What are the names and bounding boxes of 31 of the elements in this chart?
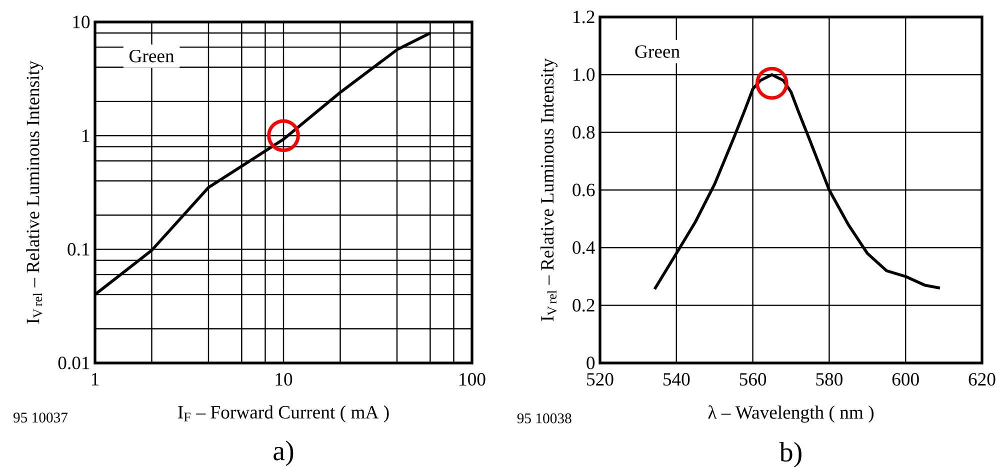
text: a) bbox=[274, 440, 294, 466]
y-tick-label: 0.1 bbox=[68, 242, 90, 256]
x-tick-label: 520 bbox=[587, 373, 614, 386]
x-tick-label: 100 bbox=[460, 373, 486, 386]
x-axis-title: I$_{F}$ – Forward Current ( mA ) bbox=[178, 405, 389, 422]
y-tick-label: 0.4 bbox=[572, 241, 596, 254]
x-tick-label: 600 bbox=[892, 373, 919, 386]
text: 95 10038 bbox=[517, 413, 572, 424]
annotation: Green bbox=[635, 45, 680, 58]
y-axis-title: $\mathrm{I}_{\mathrm{V\,rel}}\mbox{ – Relative Luminous Intensity}$ bbox=[26, 60, 44, 324]
y-tick-label: 0.01 bbox=[58, 356, 90, 370]
y-tick-label: 0.8 bbox=[572, 126, 595, 139]
x-tick-label: 580 bbox=[816, 373, 842, 386]
x-tick-label: 1 bbox=[92, 373, 99, 386]
y-tick-label: 1 bbox=[82, 129, 90, 142]
y-tick-label: 1.2 bbox=[574, 10, 594, 24]
y-tick-label: 0.2 bbox=[572, 298, 594, 312]
text: b) bbox=[779, 442, 802, 468]
y-axis-title: $\mathrm{I}_{\mathrm{V\,rel}}\mbox{ – Relative Luminous Intensity}$ bbox=[540, 58, 558, 322]
line-series bbox=[653, 73, 942, 291]
x-tick-label: 620 bbox=[968, 373, 996, 386]
y-tick-label: 1.0 bbox=[574, 68, 595, 82]
x-tick-label: 540 bbox=[663, 373, 690, 386]
y-tick-label: 10 bbox=[73, 16, 90, 28]
y-tick-label: 0 bbox=[586, 356, 595, 370]
x-tick-label: 560 bbox=[740, 373, 766, 386]
text: 95 10037 bbox=[13, 412, 68, 422]
y-tick-label: 0.6 bbox=[572, 184, 595, 196]
x-axis-title: λ – Wavelength ( nm ) bbox=[708, 405, 874, 423]
x-tick-label: 10 bbox=[276, 373, 292, 386]
annotation: Green bbox=[130, 50, 174, 62]
